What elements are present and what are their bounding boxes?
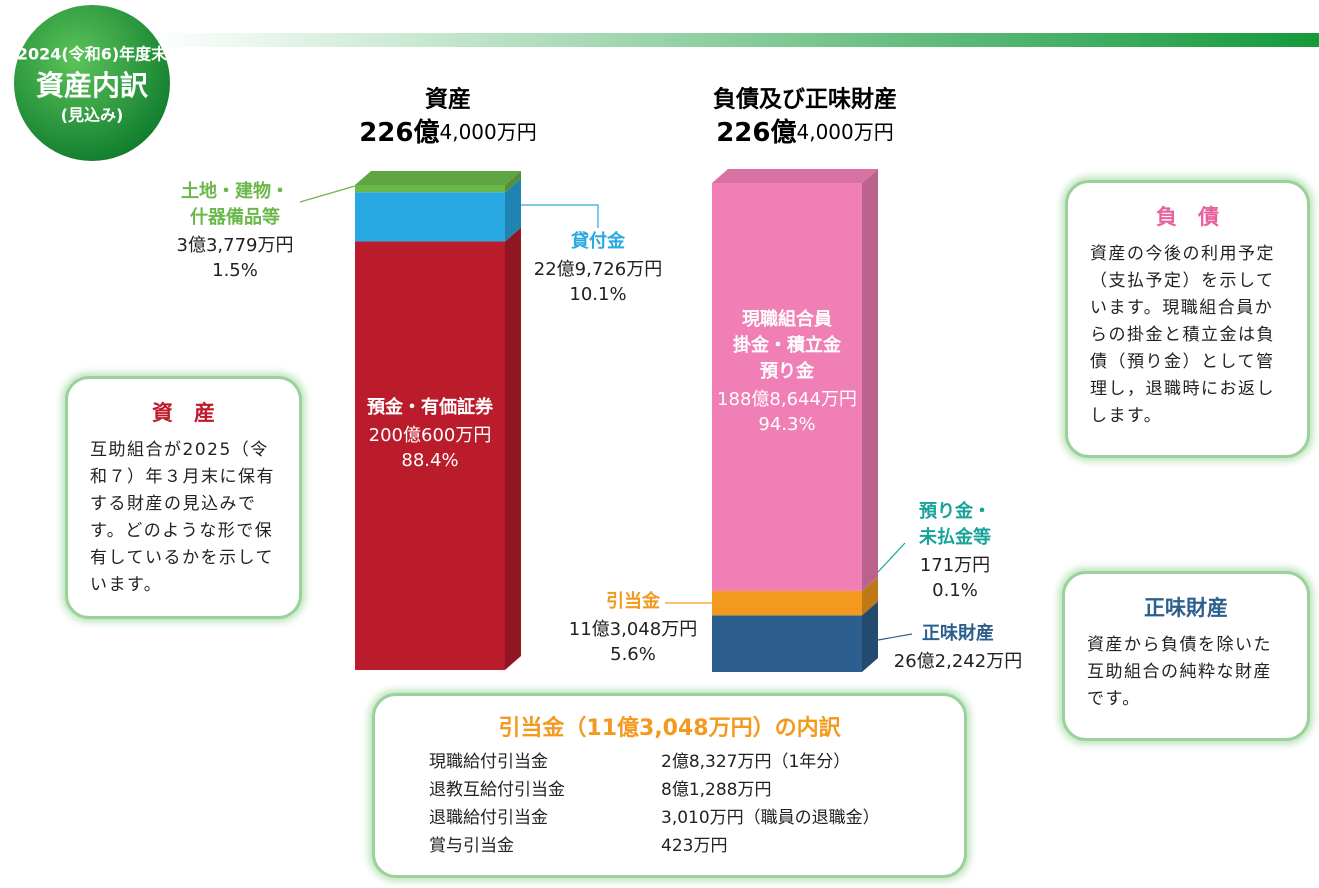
header-band <box>150 33 1319 47</box>
segment-name: 預り金・ <box>919 500 991 522</box>
asset-box: 資 産 互助組合が2025（令和７）年３月末に保有する財産の見込みです。どのよう… <box>65 376 302 619</box>
bar-segment <box>712 590 862 616</box>
box-body: 資産の今後の利用予定（支払予定）を示しています。現職組合員からの掛金と積立金は負… <box>1090 244 1275 426</box>
segment-name: 預り金 <box>760 360 815 382</box>
segment-name: 引当金 <box>606 590 661 612</box>
box-body: 互助組合が2025（令和７）年３月末に保有する財産の見込みです。どのような形で保… <box>90 440 275 595</box>
bar-top <box>355 171 521 185</box>
column-title: 負債及び正味財産 <box>713 86 897 113</box>
badge-year: 2024(令和6)年度末 <box>17 45 168 64</box>
bar-side <box>862 169 878 591</box>
liability-box: 負 債 資産の今後の利用予定（支払予定）を示しています。現職組合員からの掛金と積… <box>1065 180 1310 458</box>
badge-title: 資産内訳 <box>36 69 149 102</box>
box-title: 資 産 <box>152 401 215 425</box>
percent-label: 1.5% <box>212 260 258 281</box>
badge-note: (見込み) <box>61 106 124 125</box>
percent-label: 0.1% <box>932 580 978 601</box>
row-name: 賞与引当金 <box>429 836 514 856</box>
row-amount: 8億1,288万円 <box>661 780 772 800</box>
amount-label: 22億9,726万円 <box>534 259 662 280</box>
bar-side <box>505 227 521 670</box>
bar-top <box>712 169 878 183</box>
bar-side <box>862 576 878 591</box>
box-title: 正味財産 <box>1144 596 1228 620</box>
bar-side <box>505 171 521 193</box>
row-amount: 2億8,327万円（1年分） <box>661 752 851 772</box>
total-sub: 4,000万円 <box>440 120 537 144</box>
equity-box: 正味財産 資産から負債を除いた互助組合の純粋な財産です。 <box>1062 571 1310 741</box>
bar-segment <box>712 615 862 672</box>
bar-segment <box>355 185 505 193</box>
total-sub: 4,000万円 <box>797 120 894 144</box>
bar-side <box>505 178 521 242</box>
bar-segment <box>712 183 862 591</box>
column-total: 226億4,000万円 <box>359 118 537 148</box>
amount-label: 188億8,644万円 <box>717 389 857 410</box>
breakdown-row: 退職給付引当金 3,010万円（職員の退職金） <box>397 804 942 832</box>
breakdown-row: 退教互給付引当金 8億1,288万円 <box>397 776 942 804</box>
row-name: 退職給付引当金 <box>429 808 548 828</box>
bar-side <box>862 601 878 672</box>
breakdown-row: 現職給付引当金 2億8,327万円（1年分） <box>397 748 942 776</box>
row-amount: 3,010万円（職員の退職金） <box>661 808 880 828</box>
breakdown-row: 賞与引当金 423万円 <box>397 832 942 860</box>
amount-label: 200億600万円 <box>369 425 492 446</box>
segment-name: 現職組合員 <box>742 308 832 330</box>
segment-name: 未払金等 <box>919 526 991 548</box>
box-body: 資産から負債を除いた互助組合の純粋な財産です。 <box>1087 635 1272 709</box>
total-main: 226億 <box>716 118 796 148</box>
percent-label: 88.4% <box>401 450 458 471</box>
leader-line <box>877 633 913 641</box>
badge <box>10 1 174 165</box>
percent-label: 10.1% <box>569 284 626 305</box>
amount-label: 3億3,779万円 <box>177 235 294 256</box>
amount-label: 171万円 <box>920 555 990 576</box>
row-name: 退教互給付引当金 <box>429 780 565 800</box>
amount-label: 11億3,048万円 <box>569 619 697 640</box>
bar-segment <box>355 241 505 670</box>
leader-line <box>877 542 906 573</box>
leader-line <box>521 204 599 228</box>
row-amount: 423万円 <box>661 836 728 856</box>
leader-line <box>299 185 356 203</box>
segment-name: 什器備品等 <box>190 206 280 228</box>
bar-segment <box>355 192 505 242</box>
bar-side <box>862 576 878 616</box>
total-main: 226億 <box>359 118 439 148</box>
segment-name: 預金・有価証券 <box>367 396 494 418</box>
segment-name: 正味財産 <box>922 622 994 644</box>
box-title: 負 債 <box>1156 205 1219 229</box>
breakdown-box: 引当金（11億3,048万円）の内訳現職給付引当金 2億8,327万円（1年分） 退… <box>372 693 967 878</box>
percent-label: 5.6% <box>610 644 656 665</box>
column-title: 資産 <box>425 86 471 113</box>
segment-name: 掛金・積立金 <box>733 334 842 356</box>
amount-label: 26億2,242万円 <box>894 651 1022 672</box>
segment-name: 土地・建物・ <box>181 180 289 202</box>
row-name: 現職給付引当金 <box>429 752 548 772</box>
segment-name: 貸付金 <box>571 230 626 252</box>
column-total: 226億4,000万円 <box>716 118 894 148</box>
percent-label: 94.3% <box>758 414 815 435</box>
breakdown-title: 引当金（11億3,048万円）の内訳 <box>498 716 841 741</box>
